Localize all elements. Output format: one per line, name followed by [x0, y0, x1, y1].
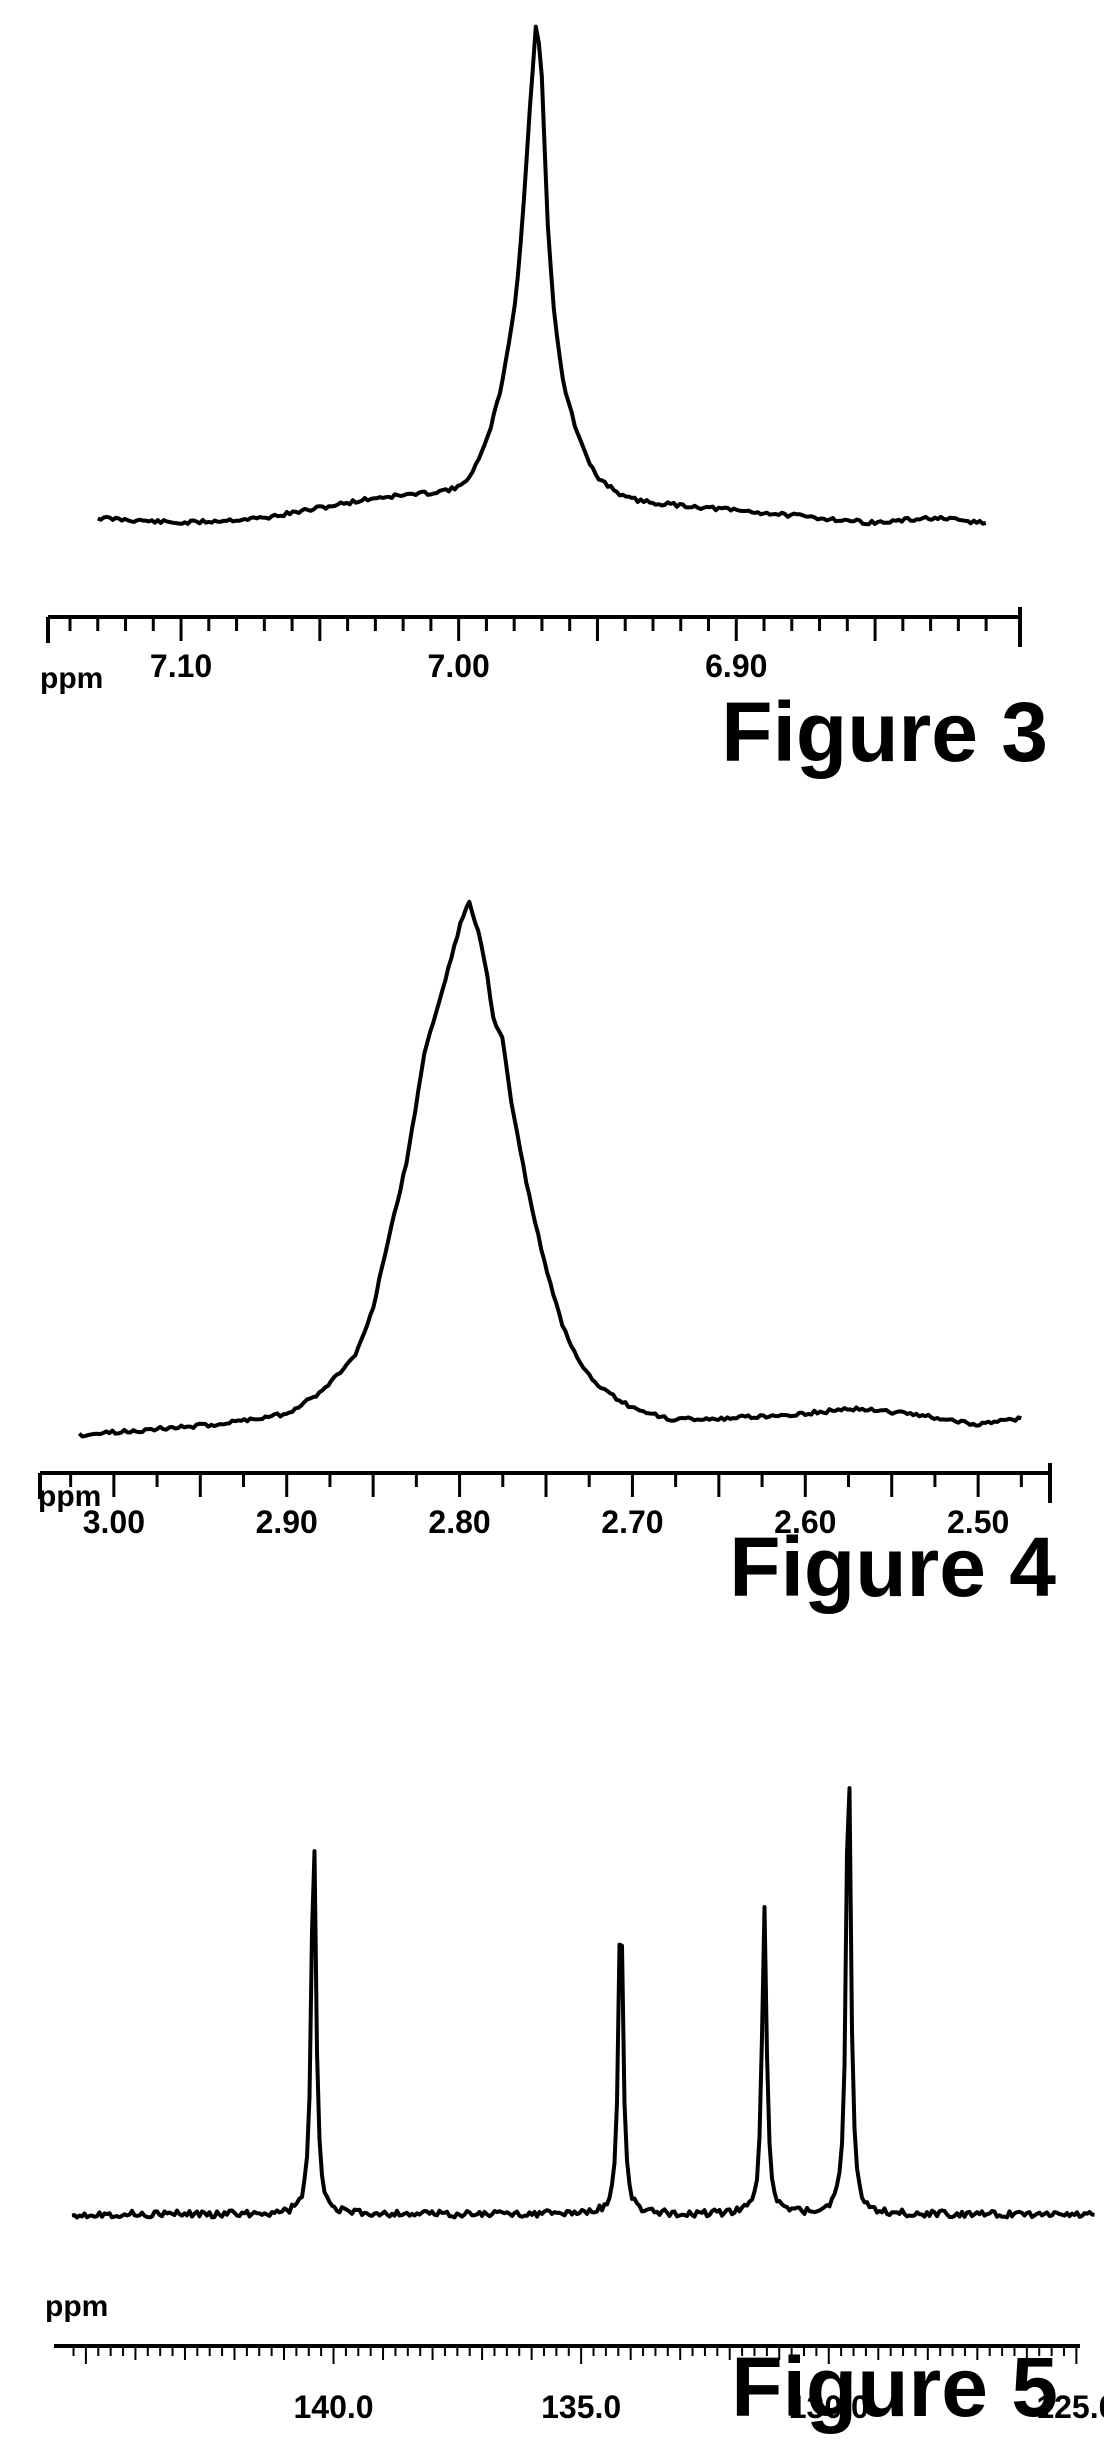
- figure-4-title: Figure 4: [729, 1520, 1056, 1614]
- figure-4-panel: 3.00 2.90 2.80 2.70 2.60 2.50 ppm Figure 4: [0, 780, 1104, 1609]
- figure-4-tick-label: 3.00: [83, 1504, 145, 1540]
- figure-5-tick-label: 130.0: [789, 2389, 869, 2425]
- figure-3-x-unit: ppm: [40, 662, 104, 695]
- figure-3-tick-label: 7.10: [150, 648, 212, 684]
- figure-3-tick-label: 6.90: [705, 648, 767, 684]
- figure-4-spectrum-line: [77, 899, 1022, 1439]
- figure-5-chart: 140.0 135.0 130.0 125.0: [54, 1786, 1104, 2425]
- figure-5-spectrum-line: [71, 1786, 1095, 2220]
- figure-4-x-unit: ppm: [38, 1480, 102, 1513]
- figure-3-chart: 7.10 7.00 6.90: [46, 24, 1022, 684]
- figure-4-tick-label: 2.70: [601, 1504, 663, 1540]
- figure-5-tick-label: 140.0: [293, 2389, 373, 2425]
- figure-4-tick-label: 2.80: [428, 1504, 490, 1540]
- figure-3-title: Figure 3: [721, 685, 1048, 779]
- figure-3-spectrum-line: [97, 24, 987, 527]
- figure-5-title: Figure 5: [731, 2340, 1058, 2434]
- figure-4-tick-label: 2.50: [947, 1504, 1009, 1540]
- figure-4-tick-label: 2.60: [774, 1504, 836, 1540]
- figure-5-panel: 140.0 135.0 130.0 125.0 ppm Figure 5: [0, 1600, 1104, 2442]
- figure-4-tick-label: 2.90: [256, 1504, 318, 1540]
- figure-5-tick-label: 135.0: [541, 2389, 621, 2425]
- figure-5-x-unit: ppm: [45, 2290, 109, 2323]
- figure-3-tick-label: 7.00: [428, 648, 490, 684]
- figure-4-chart: 3.00 2.90 2.80 2.70 2.60 2.50: [38, 899, 1052, 1540]
- figure-3-panel: 7.10 7.00 6.90 ppm Figure 3: [0, 0, 1104, 780]
- figure-5-tick-label: 125.0: [1036, 2389, 1104, 2425]
